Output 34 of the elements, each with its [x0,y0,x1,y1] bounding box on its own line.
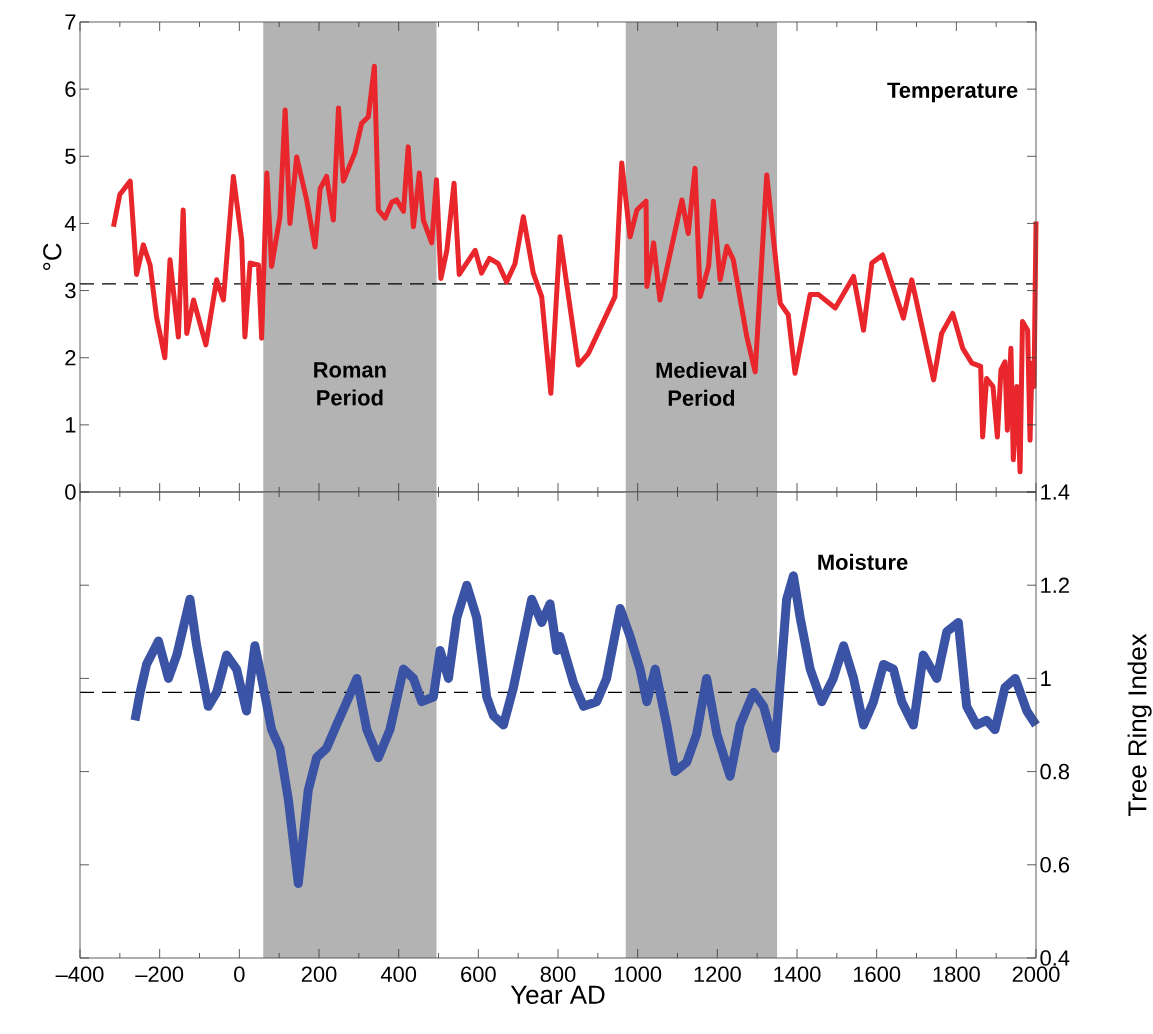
x-tick-label: 1000 [614,966,662,983]
band-label: Medieval Period [656,361,747,406]
x-tick-label: –200 [135,966,184,983]
band-label: Roman Period [314,362,386,406]
y-tick-label: 3 [65,282,76,299]
x-tick-label: 800 [540,966,576,983]
x-tick-label: 1200 [694,966,741,983]
y2-tick-label: 1 [1041,670,1051,686]
y-axis-title: °C [43,243,62,270]
x-tick-label: 1400 [774,966,821,983]
y2-tick-label: 0.8 [1040,763,1070,780]
x-tick-label: 400 [380,966,417,983]
y-tick-label: 7 [65,14,76,30]
y-tick-label: 1 [65,417,76,433]
x-tick-label: 1800 [933,966,980,983]
y-tick-label: 6 [65,81,76,97]
x-axis-title: Year AD [510,985,605,1004]
y-tick-label: 2 [65,350,76,366]
x-tick-label: 2000 [1012,966,1060,983]
x-tick-label: 0 [234,966,245,983]
y2-tick-label: 1.4 [1041,484,1070,500]
x-tick-label: 200 [301,966,337,983]
y-tick-label: 0 [65,484,76,500]
y2-axis-title: Tree Ring Index [1127,633,1152,817]
annotation: Moisture [818,553,908,570]
x-tick-label: –400 [55,966,104,983]
y2-tick-label: 1.2 [1041,577,1069,593]
y-tick-label: 5 [65,148,76,164]
y2-tick-label: 0.4 [1040,950,1070,966]
y-tick-label: 4 [64,215,76,231]
annotation: Temperature [887,82,1018,103]
x-tick-label: 1600 [853,966,901,983]
y2-tick-label: 0.6 [1040,857,1070,873]
x-tick-label: 600 [461,966,496,983]
